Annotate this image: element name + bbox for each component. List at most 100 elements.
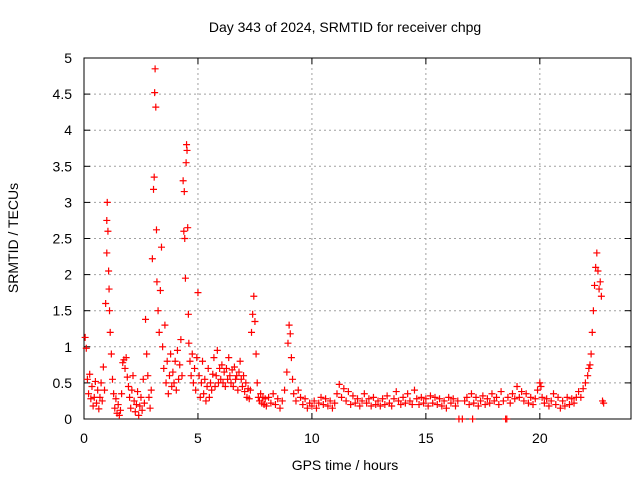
data-point bbox=[146, 404, 154, 412]
data-point bbox=[93, 399, 101, 407]
data-point bbox=[449, 395, 457, 403]
data-point bbox=[301, 395, 309, 403]
data-point bbox=[210, 354, 218, 362]
data-points bbox=[81, 65, 608, 423]
data-point bbox=[122, 354, 130, 362]
y-tick-label: 3.5 bbox=[53, 158, 73, 174]
data-point bbox=[338, 393, 346, 401]
data-point bbox=[445, 393, 453, 401]
data-point bbox=[561, 402, 569, 410]
data-point bbox=[351, 399, 359, 407]
data-point bbox=[506, 399, 514, 407]
data-point bbox=[159, 343, 167, 351]
data-point bbox=[137, 393, 145, 401]
data-point bbox=[123, 373, 131, 381]
data-point bbox=[452, 402, 460, 410]
data-point bbox=[116, 406, 124, 414]
data-point bbox=[204, 364, 212, 372]
y-tick-label: 2 bbox=[64, 267, 72, 283]
data-point bbox=[226, 372, 234, 380]
data-point bbox=[461, 397, 469, 405]
data-point bbox=[563, 393, 571, 401]
data-point bbox=[299, 401, 307, 409]
data-point bbox=[167, 350, 175, 358]
data-point bbox=[365, 395, 373, 403]
data-point bbox=[267, 399, 275, 407]
data-point bbox=[303, 404, 311, 412]
data-point bbox=[168, 383, 176, 391]
x-tick-label: 15 bbox=[418, 430, 434, 446]
data-point bbox=[218, 361, 226, 369]
data-point bbox=[511, 395, 519, 403]
data-point bbox=[206, 379, 214, 387]
data-point bbox=[106, 328, 114, 336]
data-point bbox=[91, 377, 99, 385]
data-point bbox=[105, 285, 113, 293]
data-point bbox=[265, 393, 273, 401]
data-point bbox=[131, 408, 139, 416]
data-point bbox=[271, 401, 279, 409]
data-point bbox=[176, 361, 184, 369]
data-point bbox=[585, 364, 593, 372]
data-point bbox=[556, 404, 564, 412]
data-point bbox=[534, 386, 542, 394]
data-point bbox=[392, 388, 400, 396]
data-point bbox=[515, 393, 523, 401]
data-point bbox=[169, 368, 177, 376]
data-point bbox=[420, 399, 428, 407]
data-point bbox=[187, 372, 195, 380]
data-point bbox=[269, 390, 277, 398]
data-point bbox=[229, 383, 237, 391]
data-point bbox=[189, 379, 197, 387]
data-point bbox=[124, 383, 132, 391]
data-point bbox=[479, 392, 487, 400]
data-point bbox=[340, 385, 348, 393]
data-point bbox=[545, 402, 553, 410]
data-point bbox=[183, 146, 191, 154]
data-point bbox=[465, 401, 473, 409]
data-point bbox=[554, 393, 562, 401]
data-point bbox=[536, 379, 544, 387]
y-tick-label: 4.5 bbox=[53, 86, 73, 102]
data-point bbox=[559, 397, 567, 405]
data-point bbox=[180, 227, 188, 235]
data-point bbox=[595, 285, 603, 293]
data-point bbox=[454, 397, 462, 405]
data-point bbox=[115, 411, 123, 419]
data-point bbox=[410, 386, 418, 394]
data-point bbox=[589, 307, 597, 315]
data-point bbox=[147, 386, 155, 394]
data-point bbox=[513, 383, 521, 391]
data-point bbox=[108, 375, 116, 383]
data-point bbox=[139, 375, 147, 383]
data-point bbox=[178, 372, 186, 380]
data-point bbox=[161, 321, 169, 329]
data-point bbox=[157, 243, 165, 251]
data-point bbox=[324, 402, 332, 410]
data-point bbox=[209, 370, 217, 378]
data-point bbox=[106, 307, 114, 315]
data-point bbox=[281, 386, 289, 394]
data-point bbox=[472, 393, 480, 401]
data-point bbox=[140, 399, 148, 407]
data-point bbox=[193, 354, 201, 362]
data-point bbox=[597, 292, 605, 300]
data-point bbox=[415, 401, 423, 409]
data-point bbox=[203, 383, 211, 391]
data-point bbox=[175, 375, 183, 383]
y-tick-label: 0.5 bbox=[53, 375, 73, 391]
data-point bbox=[97, 379, 105, 387]
data-point bbox=[199, 357, 207, 365]
data-point bbox=[424, 402, 432, 410]
data-point bbox=[278, 397, 286, 405]
data-point bbox=[474, 402, 482, 410]
data-point bbox=[151, 65, 159, 73]
data-point bbox=[103, 198, 111, 206]
data-point bbox=[463, 393, 471, 401]
data-point bbox=[164, 390, 172, 398]
data-point bbox=[163, 357, 171, 365]
data-point bbox=[433, 401, 441, 409]
x-tick-label: 5 bbox=[194, 430, 202, 446]
data-point bbox=[344, 388, 352, 396]
data-point bbox=[522, 390, 530, 398]
